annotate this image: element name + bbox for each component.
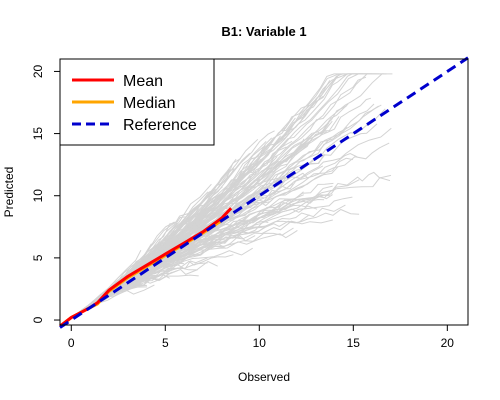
x-axis: 0 5 10 15 20 [68, 325, 454, 350]
y-tick-label: 15 [31, 127, 45, 141]
legend-label-mean: Mean [123, 73, 163, 90]
y-axis: 0 5 10 15 20 [31, 64, 60, 323]
background-trajectory [81, 142, 390, 311]
x-axis-label: Observed [238, 370, 290, 384]
legend-label-median: Median [123, 95, 175, 112]
x-tick-label: 20 [441, 336, 455, 350]
series-layer [59, 56, 469, 329]
x-tick-label: 10 [253, 336, 267, 350]
x-tick-label: 0 [68, 336, 75, 350]
background-trajectory [78, 247, 158, 314]
chart-title: B1: Variable 1 [221, 24, 306, 39]
x-tick-label: 15 [347, 336, 361, 350]
y-axis-label: Predicted [2, 167, 16, 218]
legend-box [59, 58, 215, 146]
legend-label-reference: Reference [123, 117, 197, 134]
background-trajectory [81, 213, 189, 312]
y-tick-label: 10 [31, 189, 45, 203]
legend: Mean Median Reference [59, 58, 215, 146]
y-tick-label: 5 [31, 254, 45, 261]
background-trajectory [81, 242, 226, 312]
y-tick-label: 0 [31, 316, 45, 323]
y-tick-label: 20 [31, 64, 45, 78]
x-tick-label: 5 [162, 336, 169, 350]
series-reference [59, 56, 469, 329]
plot-frame [59, 58, 469, 326]
